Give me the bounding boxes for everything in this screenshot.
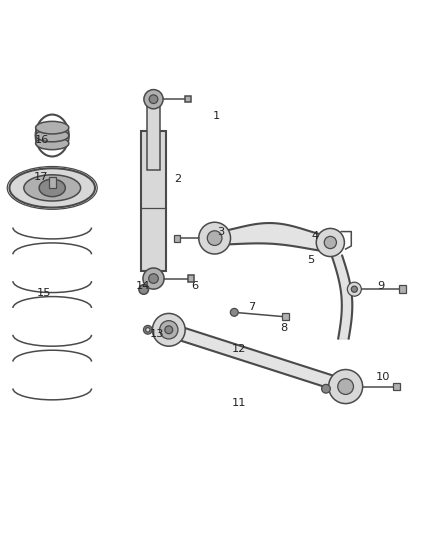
Ellipse shape <box>10 168 95 207</box>
Ellipse shape <box>24 175 81 201</box>
Text: 5: 5 <box>307 255 314 265</box>
Bar <box>188 276 194 281</box>
Text: 8: 8 <box>280 322 287 333</box>
Text: 2: 2 <box>174 174 181 184</box>
Bar <box>49 177 56 188</box>
Circle shape <box>152 313 185 346</box>
Circle shape <box>347 282 361 296</box>
Text: 15: 15 <box>37 288 52 298</box>
Bar <box>141 131 166 271</box>
Bar <box>393 383 400 391</box>
Text: 13: 13 <box>150 329 164 339</box>
Text: 3: 3 <box>218 228 225 237</box>
Circle shape <box>165 326 173 334</box>
Circle shape <box>144 326 152 334</box>
Text: 10: 10 <box>375 372 390 382</box>
Ellipse shape <box>35 137 69 150</box>
Bar <box>174 235 180 241</box>
Circle shape <box>139 285 148 294</box>
Circle shape <box>149 274 158 284</box>
Circle shape <box>159 321 178 339</box>
Ellipse shape <box>39 179 65 197</box>
Circle shape <box>328 369 363 403</box>
Circle shape <box>144 90 163 109</box>
Circle shape <box>230 309 238 316</box>
Bar <box>399 285 406 293</box>
Circle shape <box>316 229 344 256</box>
Text: 1: 1 <box>213 111 220 121</box>
Circle shape <box>351 286 357 292</box>
Circle shape <box>207 231 222 246</box>
Text: 6: 6 <box>191 281 198 291</box>
Bar <box>185 96 191 102</box>
Text: 17: 17 <box>34 172 48 182</box>
Circle shape <box>324 236 336 248</box>
Text: 11: 11 <box>231 398 246 408</box>
Text: 7: 7 <box>248 302 255 312</box>
Text: 4: 4 <box>311 231 318 241</box>
Bar <box>147 105 160 171</box>
Text: 12: 12 <box>231 344 246 354</box>
Circle shape <box>199 222 230 254</box>
Circle shape <box>321 384 330 393</box>
Text: 14: 14 <box>136 281 150 291</box>
Ellipse shape <box>35 129 69 142</box>
Text: 9: 9 <box>377 281 384 291</box>
Text: 16: 16 <box>35 135 49 145</box>
Circle shape <box>338 379 353 394</box>
Circle shape <box>149 95 158 103</box>
Ellipse shape <box>35 122 69 134</box>
Bar <box>283 313 289 320</box>
Circle shape <box>143 268 164 289</box>
Circle shape <box>146 328 150 332</box>
